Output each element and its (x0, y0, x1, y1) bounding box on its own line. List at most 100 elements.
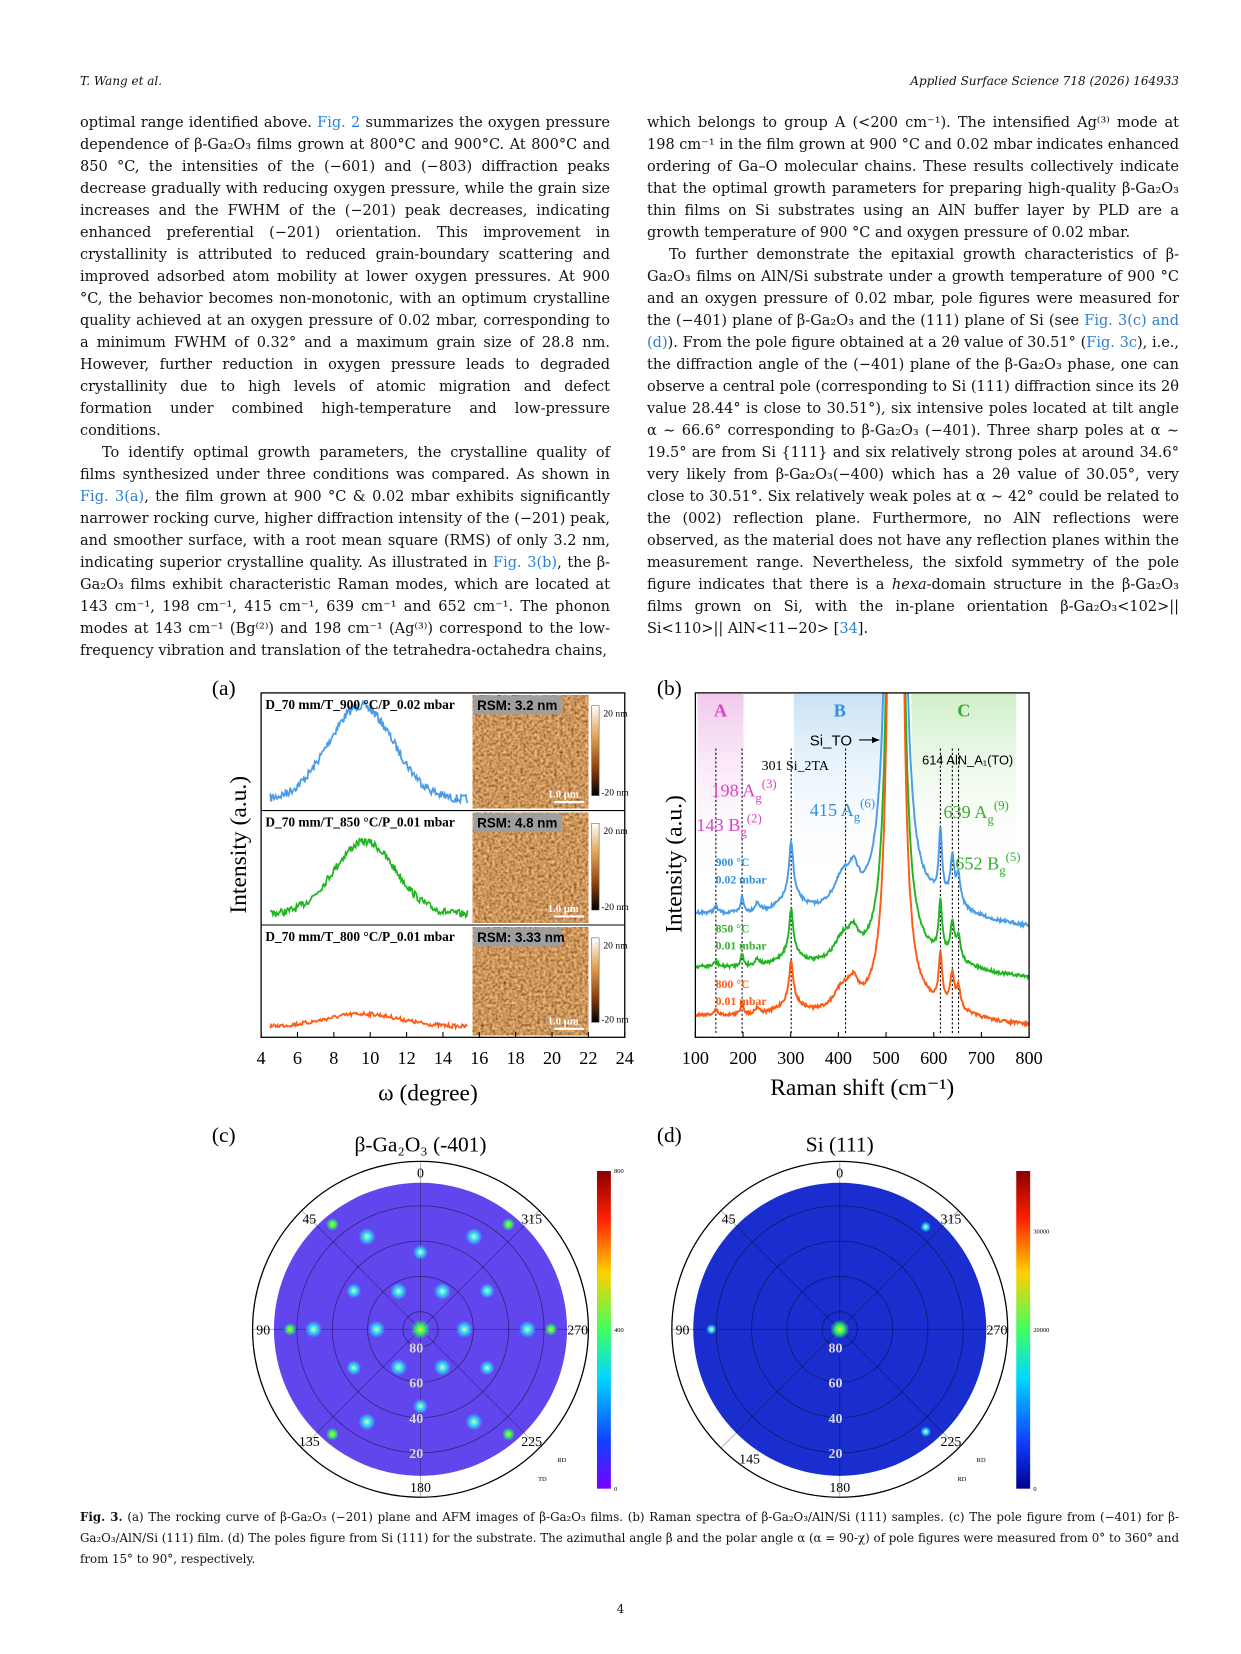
pole-spot (706, 1323, 717, 1335)
cross-reference[interactable]: Fig. 2 (317, 115, 361, 131)
tilt-ring (331, 1240, 510, 1418)
condition-label: 0.01 mbar (716, 995, 767, 1008)
condition-label: 0.02 mbar (716, 873, 767, 886)
panel-label: (b) (657, 679, 682, 700)
pole-spot (326, 1427, 339, 1441)
condition-label: D_70 mm/T_900 °C/P_0.02 mbar (265, 697, 454, 712)
panel-title: Si (111) (806, 1133, 874, 1157)
paragraph: To further demonstrate the epitaxial gro… (647, 244, 1179, 640)
mode-sup: (9) (994, 798, 1009, 812)
y-axis-label: Intensity (a.u.) (226, 776, 252, 914)
tilt-ring (751, 1240, 929, 1418)
text-run: summarizes the oxygen pressure dependenc… (80, 115, 610, 439)
pole-spot (920, 1221, 932, 1233)
x-tick-label: 14 (434, 1048, 452, 1068)
condition-label: D_70 mm/T_800 °C/P_0.01 mbar (265, 929, 454, 944)
colorbar-label: -20 nm (601, 788, 629, 799)
rocking-curve (269, 837, 469, 919)
mode-sub: g (740, 825, 747, 839)
page-number: 4 (616, 1602, 625, 1616)
mode-sup: (5) (1006, 850, 1021, 864)
panel-title: β-Ga₂O₃ (-401) (354, 1133, 486, 1157)
raman-spectrum (695, 692, 1030, 1028)
text-run: ), i.e., the diffraction angle of the (−… (647, 335, 1180, 593)
pole-spot (304, 1320, 323, 1338)
colorbar-label: 800 (614, 1168, 624, 1175)
x-tick-label: 800 (1015, 1048, 1042, 1068)
colorbar-label: 0 (614, 1486, 617, 1493)
tilt-label: 60 (829, 1377, 843, 1392)
caption-label: Fig. 3. (80, 1510, 123, 1524)
mode-label: 652 Bg(5) (955, 850, 1020, 878)
condition-label: 0.01 mbar (716, 940, 767, 953)
pole-spot (830, 1319, 850, 1339)
colorbar-label: 30000 (1033, 1229, 1049, 1236)
tilt-label: 20 (829, 1447, 843, 1462)
cross-reference[interactable]: Fig. 3(c) and (d) (647, 313, 1180, 351)
text-run: To further demonstrate the epitaxial gro… (647, 247, 1179, 329)
tilt-label: 60 (409, 1377, 423, 1392)
journal-citation: Applied Surface Science 718 (2026) 16493… (910, 74, 1179, 88)
peak-annotation: 614 AlN_A₁(TO) (922, 753, 1013, 768)
pole-spot (390, 1282, 408, 1300)
plot-frame (260, 692, 626, 1038)
x-tick-label: 300 (777, 1048, 804, 1068)
panel-label: (a) (212, 679, 236, 700)
pole-spot (502, 1427, 515, 1441)
mode-label: 415 Ag(6) (810, 796, 875, 824)
text-run: optimal range identified above. (80, 115, 318, 131)
colorbar-label: 20 nm (603, 708, 628, 719)
rsm-label: RSM: 3.2 nm (477, 698, 557, 713)
tilt-label: 40 (409, 1412, 423, 1427)
mode-main: 143 B (696, 815, 740, 835)
scale-bar-label: 1.0 μm (548, 903, 579, 915)
peak-annotation: 301 Si_2TA (762, 759, 829, 774)
x-tick-label: 22 (579, 1048, 597, 1068)
pole-spot (283, 1322, 297, 1336)
axis-glyph: RD (957, 1476, 966, 1483)
colorbar (1016, 1171, 1031, 1489)
cross-reference[interactable]: Fig. 3(a) (80, 489, 145, 505)
rsm-badge (473, 813, 562, 832)
condition-label: 850 °C (716, 922, 750, 935)
azimuth-label: 90 (256, 1324, 270, 1339)
text-column: which belongs to group A (<200 cm⁻¹). Th… (647, 112, 1179, 640)
x-axis-label: Raman shift (cm⁻¹) (770, 1075, 954, 1101)
colorbar-label: 20000 (1033, 1327, 1049, 1334)
azimuth-label: 180 (410, 1481, 431, 1496)
azimuth-label: 45 (302, 1212, 316, 1227)
cross-reference[interactable]: 34 (839, 621, 858, 637)
rsm-badge (473, 696, 562, 715)
cross-reference[interactable]: Fig. 3(b) (493, 555, 558, 571)
azimuth-label: 225 (521, 1435, 542, 1450)
plot-frame (694, 692, 1030, 1038)
mode-main: 639 A (944, 802, 988, 822)
tilt-label: 40 (829, 1412, 843, 1427)
rsm-badge (473, 928, 562, 947)
colorbar-label: 20 nm (603, 941, 628, 952)
mode-main: 198 A (711, 781, 755, 801)
mode-sub: g (999, 864, 1006, 878)
region-shade (793, 693, 886, 887)
azimuth-label: 0 (836, 1166, 843, 1181)
tilt-label: 20 (409, 1447, 423, 1462)
cross-reference[interactable]: Fig. 3c (1086, 335, 1137, 351)
pole-spot (479, 1360, 495, 1376)
panel-label: (c) (212, 1123, 236, 1147)
panel-label: (d) (657, 1123, 682, 1147)
pole-spot (390, 1358, 408, 1376)
azimuth-label: 225 (941, 1435, 962, 1450)
figure: (a) RSM: 3.2 nm D_70 mm/T_900 °C/P_0.02 mb… (212, 679, 1049, 1498)
pole-spot (413, 1398, 428, 1414)
pole-spot (544, 1322, 558, 1336)
azimuth-label: 45 (722, 1212, 736, 1227)
text-run: , the β-Ga₂O₃ films exhibit characterist… (80, 555, 610, 659)
text-run: which belongs to group A (<200 cm⁻¹). Th… (647, 115, 1179, 241)
mode-sup: (6) (860, 796, 875, 810)
x-tick-label: 8 (329, 1048, 338, 1068)
tilt-ring (367, 1275, 474, 1383)
afm-colorbar (591, 937, 600, 1023)
pole-spot (455, 1320, 473, 1338)
pole-spot (465, 1228, 483, 1246)
